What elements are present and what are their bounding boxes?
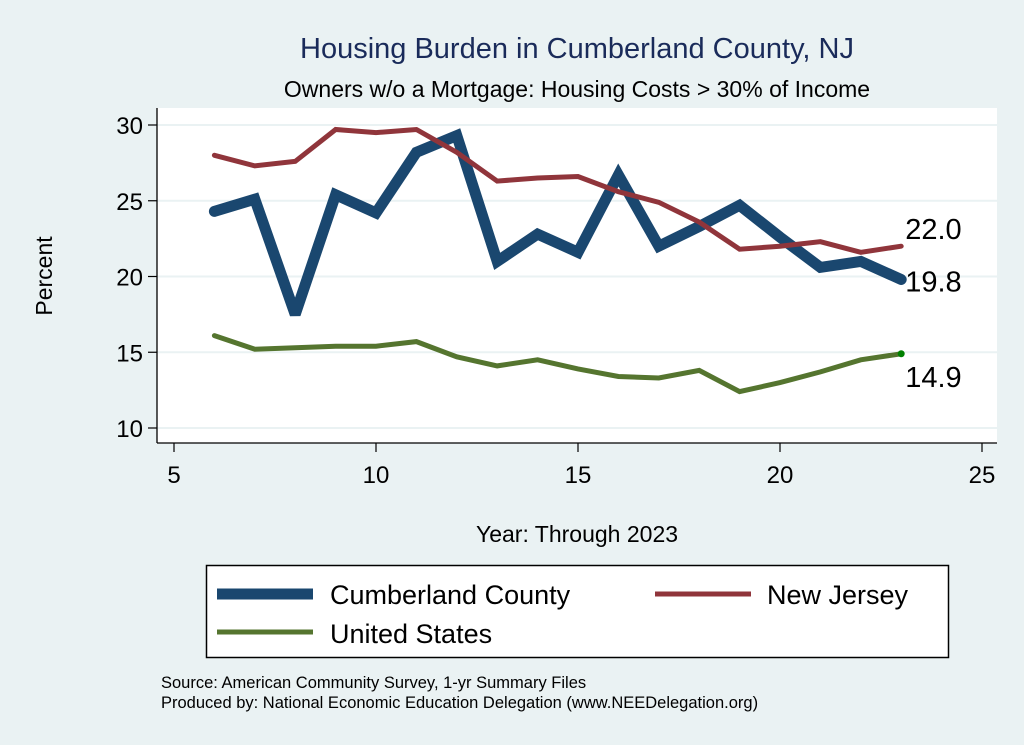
legend-label-united-states: United States: [330, 619, 492, 649]
gridlines: [157, 124, 997, 429]
source-note: Source: American Community Survey, 1-yr …: [161, 674, 586, 692]
y-tick-label-10: 10: [116, 416, 143, 443]
series-line-united-states: [211, 333, 904, 395]
x-axis-title: Year: Through 2023: [476, 521, 678, 547]
y-axis-title: Percent: [31, 236, 57, 316]
series-lines: [208, 126, 907, 395]
x-tick-label-15: 15: [565, 462, 592, 489]
producer-note: Produced by: National Economic Education…: [161, 694, 758, 712]
end-marker-united-states: [897, 350, 905, 358]
legend-label-cumberland-county: Cumberland County: [330, 580, 571, 610]
y-tick-label-25: 25: [116, 189, 143, 216]
end-label-united-states: 14.9: [905, 362, 961, 394]
series-line-new-jersey: [211, 126, 904, 255]
x-tick-label-25: 25: [969, 462, 996, 489]
x-tick-label-5: 5: [167, 462, 180, 489]
end-labels: 19.8 22.0 14.9: [905, 214, 961, 394]
x-tick-label-10: 10: [363, 462, 390, 489]
y-tick-label-30: 30: [116, 113, 143, 140]
y-axis-ticks: 10 15 20 25 30: [116, 113, 157, 443]
legend-label-new-jersey: New Jersey: [767, 580, 909, 610]
chart-subtitle: Owners w/o a Mortgage: Housing Costs > 3…: [284, 76, 870, 102]
x-axis-ticks: 5 10 15 20 25: [167, 443, 995, 489]
chart-title: Housing Burden in Cumberland County, NJ: [300, 33, 854, 65]
series-line-cumberland-county: [208, 128, 907, 317]
end-label-cumberland-county: 19.8: [905, 267, 961, 299]
x-tick-label-20: 20: [767, 462, 794, 489]
end-label-new-jersey: 22.0: [905, 214, 961, 246]
y-tick-label-20: 20: [116, 265, 143, 292]
legend-box: [205, 564, 950, 659]
legend: Cumberland County New Jersey United Stat…: [205, 564, 950, 659]
axes: [156, 108, 997, 444]
y-tick-label-15: 15: [116, 340, 143, 367]
